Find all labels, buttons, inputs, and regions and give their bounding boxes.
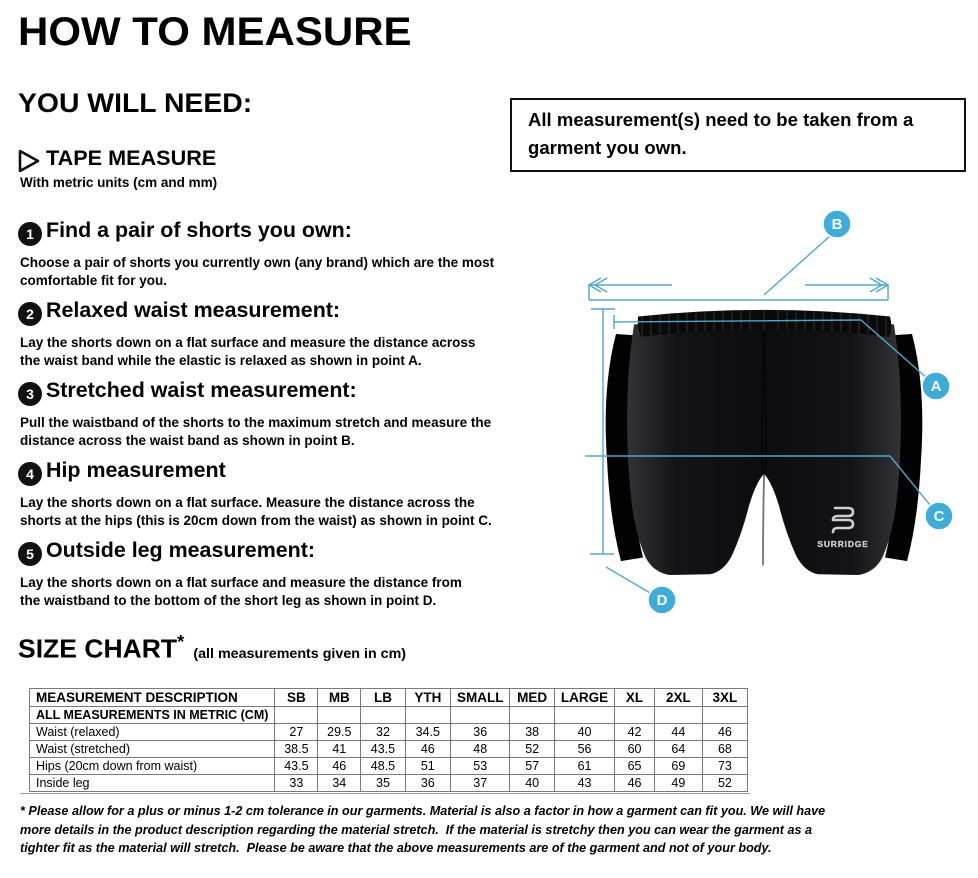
svg-text:5: 5 (26, 546, 34, 562)
svg-text:3: 3 (26, 386, 34, 402)
svg-text:C: C (934, 508, 945, 525)
svg-text:SURRIDGE: SURRIDGE (817, 539, 868, 549)
svg-text:1: 1 (26, 226, 34, 242)
svg-text:4: 4 (26, 466, 34, 482)
svg-text:D: D (657, 592, 668, 609)
svg-text:B: B (832, 216, 843, 233)
svg-text:A: A (931, 378, 942, 395)
svg-text:2: 2 (26, 306, 34, 322)
